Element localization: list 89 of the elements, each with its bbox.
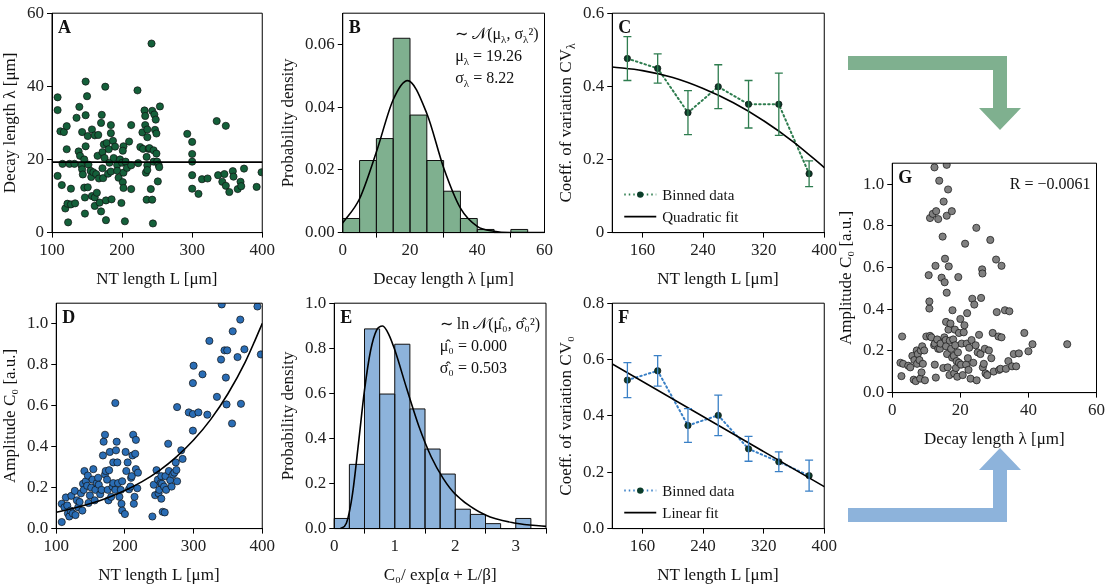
y-tick-label: 0	[35, 222, 44, 242]
y-tick-label: 1.0	[863, 173, 885, 193]
y-tick-label: 0.0	[583, 518, 605, 538]
y-tick-label: 0	[595, 222, 605, 242]
y-axis-title: Decay length λ [μm]	[0, 52, 19, 194]
x-tick-label: 320	[750, 240, 777, 260]
x-tick-label: 160	[629, 536, 656, 556]
annotation: μ̂₀ = 0.000	[439, 337, 507, 356]
x-tick-label: 100	[39, 240, 65, 260]
x-tick-label: 40	[468, 240, 486, 260]
x-tick-label: 240	[690, 536, 716, 556]
x-axis-title: Decay length λ [μm]	[373, 269, 514, 288]
y-tick-label: 0.0	[27, 518, 49, 538]
legend-label: Binned data	[662, 482, 735, 499]
y-tick-label: 0.6	[583, 2, 605, 22]
x-tick-label: 320	[750, 536, 777, 556]
y-tick-label: 0.04	[305, 96, 336, 116]
y-axis-title: Coeff. of variation CVλ	[556, 43, 579, 203]
chart-title: G	[898, 167, 913, 188]
y-axis-title: Probability density	[278, 350, 297, 481]
x-tick-label: 400	[811, 240, 837, 260]
x-axis-title: NT length L [μm]	[96, 269, 218, 288]
y-tick-label: 0.2	[27, 477, 49, 497]
y-tick-label: 0.0	[863, 382, 885, 402]
x-tick-label: 3	[511, 536, 520, 556]
x-axis-title: C₀/ exp[α + L/β]	[383, 565, 497, 584]
y-tick-label: 0.2	[583, 148, 605, 168]
y-tick-label: 1.0	[305, 292, 327, 312]
y-tick-label: 0.8	[27, 354, 49, 374]
y-tick-label: 60	[27, 2, 44, 22]
x-tick-label: 240	[690, 240, 716, 260]
y-axis-title: Probability density	[278, 57, 297, 188]
x-tick-label: 2	[451, 536, 460, 556]
chart-title: C	[618, 17, 632, 38]
y-axis-title: Coeff. of variation CV₀	[556, 336, 575, 496]
y-tick-label: 0.6	[583, 349, 605, 369]
chart-title: B	[348, 17, 361, 38]
x-axis-title: Decay length λ [μm]	[924, 429, 1065, 448]
y-tick-label: 0.8	[583, 292, 605, 312]
y-tick-label: 40	[27, 75, 44, 95]
x-tick-label: 100	[43, 536, 69, 556]
y-tick-label: 0.6	[27, 395, 49, 415]
y-tick-label: 0.6	[305, 382, 327, 402]
x-tick-label: 20	[951, 400, 969, 420]
y-tick-label: 0.2	[863, 340, 885, 360]
chart-title: F	[618, 307, 630, 328]
x-tick-label: 160	[629, 240, 656, 260]
y-tick-label: 0.4	[305, 427, 327, 447]
x-tick-label: 200	[109, 240, 135, 260]
x-tick-label: 200	[112, 536, 138, 556]
y-axis-title: Amplitude C₀ [a.u.]	[0, 348, 19, 484]
y-tick-label: 0.00	[305, 222, 335, 242]
annotation: σ̂₀ = 0.503	[439, 359, 507, 377]
x-axis-title: NT length L [μm]	[657, 269, 779, 288]
x-tick-label: 400	[249, 240, 275, 260]
x-axis-title: NT length L [μm]	[98, 565, 220, 584]
legend-label: Binned data	[662, 186, 735, 203]
y-tick-label: 0.0	[305, 518, 327, 538]
x-tick-label: 300	[180, 536, 207, 556]
chart-title: E	[340, 307, 353, 328]
y-tick-label: 0.4	[583, 405, 605, 425]
x-tick-label: 400	[811, 536, 837, 556]
x-tick-label: 300	[179, 240, 205, 260]
x-tick-label: 1	[390, 536, 399, 556]
y-tick-label: 0.6	[863, 256, 885, 276]
chart-title: A	[58, 17, 71, 38]
x-tick-label: 400	[249, 536, 275, 556]
x-tick-label: 60	[536, 240, 553, 260]
x-tick-label: 20	[401, 240, 419, 260]
y-tick-label: 0.8	[305, 337, 327, 357]
y-tick-label: 0.06	[305, 34, 335, 54]
annotation: ∼ ln 𝒩(μ̂₀, σ̂₀²)	[439, 315, 541, 334]
y-tick-label: 0.2	[305, 472, 327, 492]
y-tick-label: 1.0	[27, 313, 49, 333]
y-tick-label: 0.2	[583, 461, 605, 481]
x-axis-title: NT length L [μm]	[657, 565, 779, 584]
y-axis-title: Amplitude C₀ [a.u.]	[836, 210, 855, 346]
x-tick-label: 60	[1088, 400, 1105, 420]
y-tick-label: 0.4	[863, 298, 885, 318]
x-tick-label: 40	[1019, 400, 1037, 420]
y-tick-label: 20	[27, 148, 44, 168]
annotation: R = −0.0061	[1009, 175, 1091, 193]
legend-label: Linear fit	[662, 504, 720, 521]
y-tick-label: 0.8	[863, 215, 885, 235]
y-tick-label: 0.02	[305, 159, 335, 179]
y-tick-label: 0.4	[583, 75, 605, 95]
y-tick-label: 0.4	[27, 436, 49, 456]
legend-label: Quadratic fit	[662, 208, 740, 225]
chart-title: D	[62, 307, 76, 328]
